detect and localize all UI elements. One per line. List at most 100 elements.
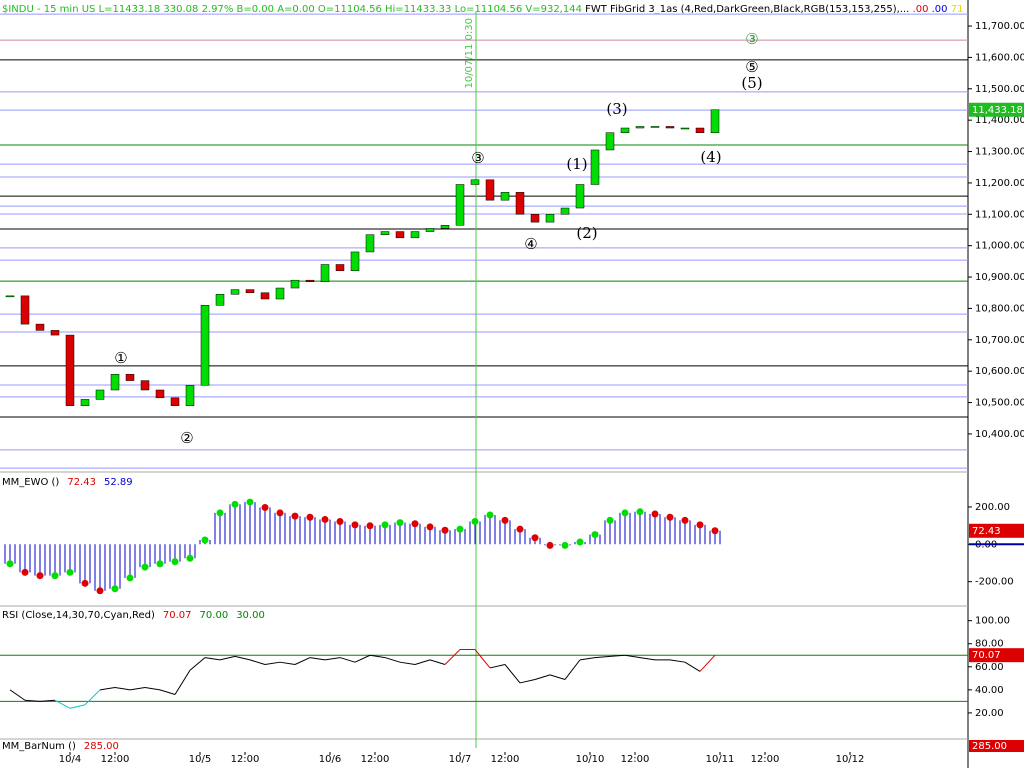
x-tick-label: 10/4	[59, 754, 81, 765]
rsi-segment	[39, 699, 56, 702]
header-item: .00	[909, 4, 928, 15]
candle	[605, 132, 615, 151]
last-value-box	[969, 648, 1024, 663]
ewo-dot	[486, 511, 494, 519]
candle	[410, 231, 420, 239]
y-tick-label: 11,600.00	[975, 52, 1024, 63]
rsi-segment	[474, 649, 491, 669]
rsi-segment	[624, 654, 641, 659]
candle	[530, 214, 540, 223]
ewo-dot	[426, 523, 434, 531]
y-tick-label: 11,300.00	[975, 147, 1024, 158]
readout: 70.00	[200, 610, 229, 621]
rsi-segment	[309, 657, 326, 661]
rsi-segment	[639, 657, 656, 661]
candle	[35, 323, 45, 331]
candle	[365, 234, 375, 253]
header-item: .00	[928, 4, 947, 15]
candle	[575, 184, 585, 209]
candle	[485, 179, 495, 201]
x-tick-label: 10/5	[189, 754, 211, 765]
x-tick-label: 12:00	[621, 754, 650, 765]
y-tick-label: 10,600.00	[975, 366, 1024, 377]
rsi-segment	[384, 657, 401, 663]
ewo-dot	[6, 560, 14, 568]
candle	[335, 264, 345, 272]
candle	[140, 380, 150, 391]
wave-label: (2)	[576, 224, 597, 242]
candle	[680, 127, 690, 130]
x-tick-label: 10/10	[576, 754, 605, 765]
rsi-segment	[669, 659, 686, 663]
ewo-dot	[36, 572, 44, 580]
x-tick-label: 10/12	[836, 754, 865, 765]
ewo-dot	[51, 572, 59, 580]
ewo-dot	[306, 513, 314, 521]
header-item: FWT FibGrid 3_1as (4,Red,DarkGreen,Black…	[582, 4, 909, 15]
ewo-dot	[126, 574, 134, 582]
ewo-dot	[621, 509, 629, 517]
wave-label: (4)	[700, 148, 721, 166]
rsi-segment	[489, 664, 506, 669]
y-tick-label: 20.00	[975, 708, 1004, 719]
y-tick-label: 11,100.00	[975, 209, 1024, 220]
rsi-segment	[24, 699, 41, 702]
candle	[425, 228, 435, 232]
wave-label: (3)	[606, 100, 627, 118]
candle	[470, 179, 480, 185]
ewo-dot	[381, 521, 389, 529]
symbol-header: $INDU - 15 min US L=11433.18 330.08 2.97…	[2, 4, 963, 15]
candle	[590, 149, 600, 185]
y-tick-label: 80.00	[975, 639, 1004, 650]
wave-label: (1)	[566, 155, 587, 173]
rsi-segment	[279, 661, 296, 665]
candle	[50, 330, 60, 336]
ewo-dot	[711, 527, 719, 535]
ewo-dot	[501, 516, 509, 524]
last-value-box	[969, 523, 1024, 538]
ewo-dot	[561, 541, 569, 549]
counter-box	[969, 740, 1024, 752]
rsi-segment	[684, 661, 701, 672]
candle	[290, 279, 300, 289]
readout: 52.89	[104, 477, 133, 488]
wave-label: ①	[114, 349, 127, 367]
readout: 72.43	[67, 477, 96, 488]
ewo-dot	[456, 525, 464, 533]
y-tick-label: 11,000.00	[975, 241, 1024, 252]
rsi-segment	[399, 661, 416, 665]
last-value-box	[969, 102, 1024, 117]
candle	[515, 192, 525, 215]
ewo-dot	[696, 521, 704, 529]
rsi-segment	[339, 657, 356, 663]
ewo-dot	[171, 558, 179, 566]
candle	[110, 374, 120, 391]
ewo-dot	[81, 579, 89, 587]
y-tick-label: 10,900.00	[975, 272, 1024, 283]
rsi-segment	[609, 654, 626, 657]
last-value-label: 70.07	[972, 650, 1001, 661]
last-value-label: 11,433.18	[972, 105, 1023, 116]
ewo-dot	[651, 510, 659, 518]
x-tick-label: 10/6	[319, 754, 341, 765]
rsi-segment	[429, 659, 446, 665]
ewo-dot	[471, 518, 479, 526]
readout: 285.00	[84, 741, 119, 752]
y-tick-label: 40.00	[975, 685, 1004, 696]
candle	[215, 294, 225, 306]
candle	[20, 295, 30, 325]
ewo-dot	[231, 500, 239, 508]
candle	[155, 389, 165, 399]
y-tick-label: 11,400.00	[975, 115, 1024, 126]
candle	[95, 389, 105, 400]
x-tick-label: 12:00	[751, 754, 780, 765]
ewo-dot	[546, 541, 554, 549]
rsi-segment	[579, 657, 596, 661]
rsi-segment	[219, 655, 236, 661]
y-tick-label: 10,400.00	[975, 429, 1024, 440]
ewo-dot	[276, 509, 284, 517]
candle	[395, 231, 405, 239]
rsi-segment	[84, 689, 101, 706]
